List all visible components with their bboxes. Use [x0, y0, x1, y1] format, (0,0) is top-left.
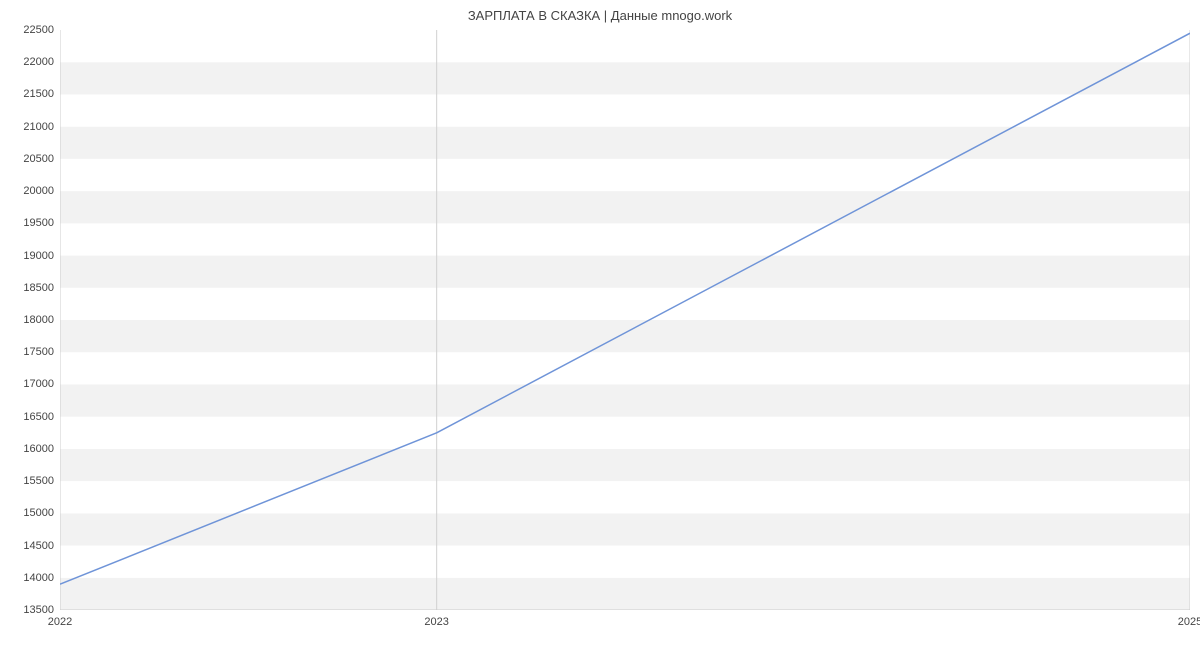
y-tick-label: 18500: [23, 282, 60, 294]
y-tick-label: 22500: [23, 24, 60, 36]
y-tick-label: 15500: [23, 475, 60, 487]
x-tick-label: 2025: [1178, 610, 1200, 628]
y-tick-label: 14500: [23, 540, 60, 552]
salary-line-chart: ЗАРПЛАТА В СКАЗКА | Данные mnogo.work 13…: [0, 0, 1200, 650]
x-tick-label: 2023: [424, 610, 448, 628]
grid-band: [60, 384, 1190, 416]
chart-svg: [60, 30, 1190, 610]
y-tick-label: 21500: [23, 88, 60, 100]
y-tick-label: 20500: [23, 153, 60, 165]
grid-band: [60, 30, 1190, 62]
grid-band: [60, 417, 1190, 449]
y-tick-label: 21000: [23, 121, 60, 133]
y-tick-label: 17000: [23, 378, 60, 390]
y-tick-label: 22000: [23, 56, 60, 68]
grid-band: [60, 546, 1190, 578]
y-tick-label: 15000: [23, 507, 60, 519]
grid-band: [60, 320, 1190, 352]
plot-area: 1350014000145001500015500160001650017000…: [60, 30, 1190, 610]
grid-band: [60, 223, 1190, 255]
chart-title: ЗАРПЛАТА В СКАЗКА | Данные mnogo.work: [0, 8, 1200, 23]
grid-band: [60, 191, 1190, 223]
grid-band: [60, 513, 1190, 545]
y-tick-label: 20000: [23, 185, 60, 197]
y-tick-label: 18000: [23, 314, 60, 326]
grid-band: [60, 481, 1190, 513]
grid-band: [60, 256, 1190, 288]
grid-band: [60, 449, 1190, 481]
y-tick-label: 17500: [23, 346, 60, 358]
grid-band: [60, 127, 1190, 159]
grid-band: [60, 352, 1190, 384]
y-tick-label: 14000: [23, 572, 60, 584]
grid-band: [60, 62, 1190, 94]
grid-band: [60, 159, 1190, 191]
y-tick-label: 16000: [23, 443, 60, 455]
x-tick-label: 2022: [48, 610, 72, 628]
y-tick-label: 19500: [23, 217, 60, 229]
grid-band: [60, 288, 1190, 320]
grid-band: [60, 578, 1190, 610]
grid-band: [60, 94, 1190, 126]
y-tick-label: 19000: [23, 250, 60, 262]
y-tick-label: 16500: [23, 411, 60, 423]
